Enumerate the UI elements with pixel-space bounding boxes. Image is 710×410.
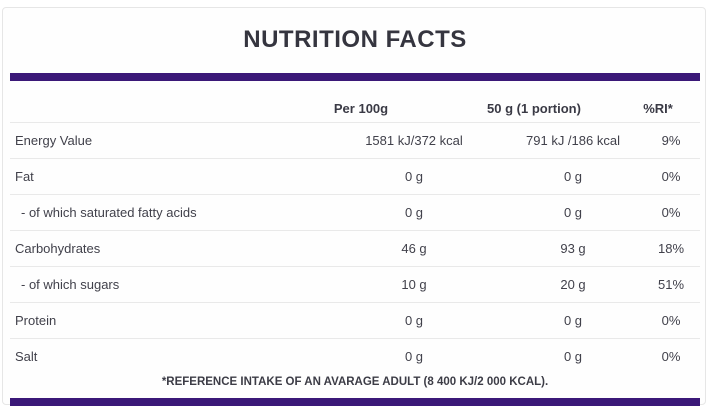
table-row-energy: Energy Value 1581 kJ/372 kcal 791 kJ /18… — [10, 122, 700, 158]
nutrient-label: Energy Value — [15, 133, 93, 148]
per-100g-value: 0 g — [404, 349, 424, 364]
per-100g-value: 46 g — [401, 241, 427, 256]
table-row-saturated-fat: - of which saturated fatty acids 0 g 0 g… — [10, 194, 700, 230]
column-header-per-100g: Per 100g — [333, 101, 389, 116]
per-100g-value: 0 g — [404, 205, 424, 220]
per-100g-value: 0 g — [404, 313, 424, 328]
per-100g-value: 0 g — [404, 169, 424, 184]
nutrient-label: Carbohydrates — [15, 241, 101, 256]
ri-value: 51% — [657, 277, 685, 292]
table-row-sugars: - of which sugars 10 g 20 g 51% — [10, 266, 700, 302]
portion-value: 0 g — [563, 313, 583, 328]
ri-value: 18% — [657, 241, 685, 256]
nutrient-label: Salt — [15, 349, 38, 364]
portion-value: 0 g — [563, 169, 583, 184]
portion-value: 93 g — [560, 241, 586, 256]
ri-value: 0% — [661, 205, 681, 220]
table-row-protein: Protein 0 g 0 g 0% — [10, 302, 700, 338]
reference-intake-note: *REFERENCE INTAKE OF AN AVARAGE ADULT (8… — [161, 376, 549, 388]
nutrient-label: Fat — [15, 169, 34, 184]
table-row-fat: Fat 0 g 0 g 0% — [10, 158, 700, 194]
ri-value: 0% — [661, 313, 681, 328]
ri-value: 9% — [661, 133, 681, 148]
table-row-salt: Salt 0 g 0 g 0% — [10, 338, 700, 374]
ri-value: 0% — [661, 349, 681, 364]
column-header-portion: 50 g (1 portion) — [487, 101, 581, 116]
table-header-row: Per 100g 50 g (1 portion) %RI* — [10, 81, 700, 122]
portion-value: 791 kJ /186 kcal — [526, 133, 620, 148]
ri-value: 0% — [661, 169, 681, 184]
nutrient-label: Protein — [15, 313, 57, 328]
portion-value: 0 g — [563, 205, 583, 220]
nutrient-label: - of which sugars — [21, 277, 120, 292]
accent-divider-top — [10, 73, 700, 81]
page-title: NUTRITION FACTS — [243, 26, 467, 53]
per-100g-value: 1581 kJ/372 kcal — [365, 133, 463, 148]
portion-value: 20 g — [560, 277, 586, 292]
nutrition-table: Per 100g 50 g (1 portion) %RI* Energy Va… — [10, 81, 700, 374]
table-row-carbohydrates: Carbohydrates 46 g 93 g 18% — [10, 230, 700, 266]
per-100g-value: 10 g — [401, 277, 427, 292]
accent-divider-bottom — [10, 398, 700, 406]
portion-value: 0 g — [563, 349, 583, 364]
column-header-ri: %RI* — [643, 101, 673, 116]
nutrient-label: - of which saturated fatty acids — [21, 205, 197, 220]
